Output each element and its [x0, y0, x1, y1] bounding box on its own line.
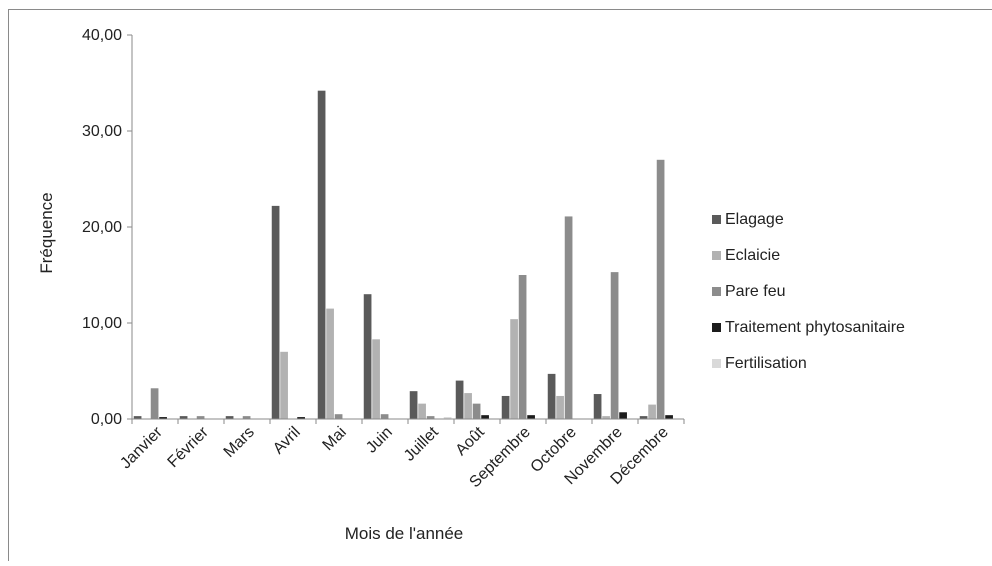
x-tick-label: Janvier: [117, 423, 166, 472]
bar: [665, 415, 673, 419]
bar: [472, 403, 481, 419]
bar: [297, 417, 305, 419]
bar: [564, 216, 573, 419]
bar: [280, 351, 288, 419]
bar: [242, 416, 251, 419]
bar: [656, 159, 665, 420]
bar: [547, 373, 556, 419]
bar: [556, 395, 564, 419]
bar: [363, 294, 372, 419]
bar: [271, 205, 280, 419]
bar: [334, 414, 343, 419]
bar: [593, 394, 602, 419]
bar: [133, 416, 142, 419]
legend-entry: Eclaicie: [725, 247, 780, 264]
y-axis-title: Fréquence: [37, 192, 56, 273]
legend-swatch: [712, 251, 721, 260]
legend-entry: Pare feu: [725, 283, 785, 300]
x-tick-label: Mars: [221, 424, 258, 461]
bar: [648, 404, 656, 419]
legend-entry: Traitement phytosanitaire: [725, 319, 905, 336]
bar: [464, 393, 472, 419]
bar: [527, 415, 535, 419]
x-tick-label: Juillet: [401, 423, 442, 464]
bar: [225, 416, 234, 419]
y-tick-label: 10,00: [82, 315, 122, 332]
bar: [426, 416, 435, 419]
bar: [602, 416, 610, 419]
bar: [380, 414, 389, 419]
legend-entry: Fertilisation: [725, 355, 807, 372]
bar: [481, 415, 489, 419]
bar: [159, 417, 167, 419]
bar: [150, 388, 159, 419]
y-tick-label: 20,00: [82, 219, 122, 236]
y-tick-label: 40,00: [82, 27, 122, 44]
bar: [409, 391, 418, 419]
legend-entry: Elagage: [725, 211, 784, 228]
bar: [639, 416, 648, 419]
bar: [317, 90, 326, 420]
legend-swatch: [712, 323, 721, 332]
x-tick-label: Février: [165, 423, 213, 471]
bar: [443, 417, 452, 419]
frame-border-left: [8, 9, 9, 561]
x-axis-title: Mois de l'année: [345, 524, 464, 543]
y-tick-label: 30,00: [82, 123, 122, 140]
y-tick-label: 0,00: [91, 411, 122, 428]
bar: [518, 275, 527, 419]
legend-swatch: [712, 215, 721, 224]
x-tick-label: Août: [453, 423, 489, 459]
bar: [455, 380, 464, 419]
x-tick-label: Avril: [270, 424, 304, 458]
legend: Elagage Eclaicie Pare feu Traitement phytos…: [712, 211, 905, 372]
bar: [510, 319, 518, 419]
legend-swatch: [712, 287, 721, 296]
bar: [619, 412, 627, 419]
bar: [179, 416, 188, 419]
bar: [501, 395, 510, 419]
legend-swatch: [712, 359, 721, 368]
frame-border-top: [8, 9, 992, 10]
x-tick-label: Mai: [320, 424, 350, 454]
x-tick-label: Juin: [363, 424, 396, 457]
bar: [610, 272, 619, 419]
bar: [196, 416, 205, 419]
bar: [372, 339, 380, 419]
bar: [326, 308, 334, 419]
bar: [418, 403, 426, 419]
